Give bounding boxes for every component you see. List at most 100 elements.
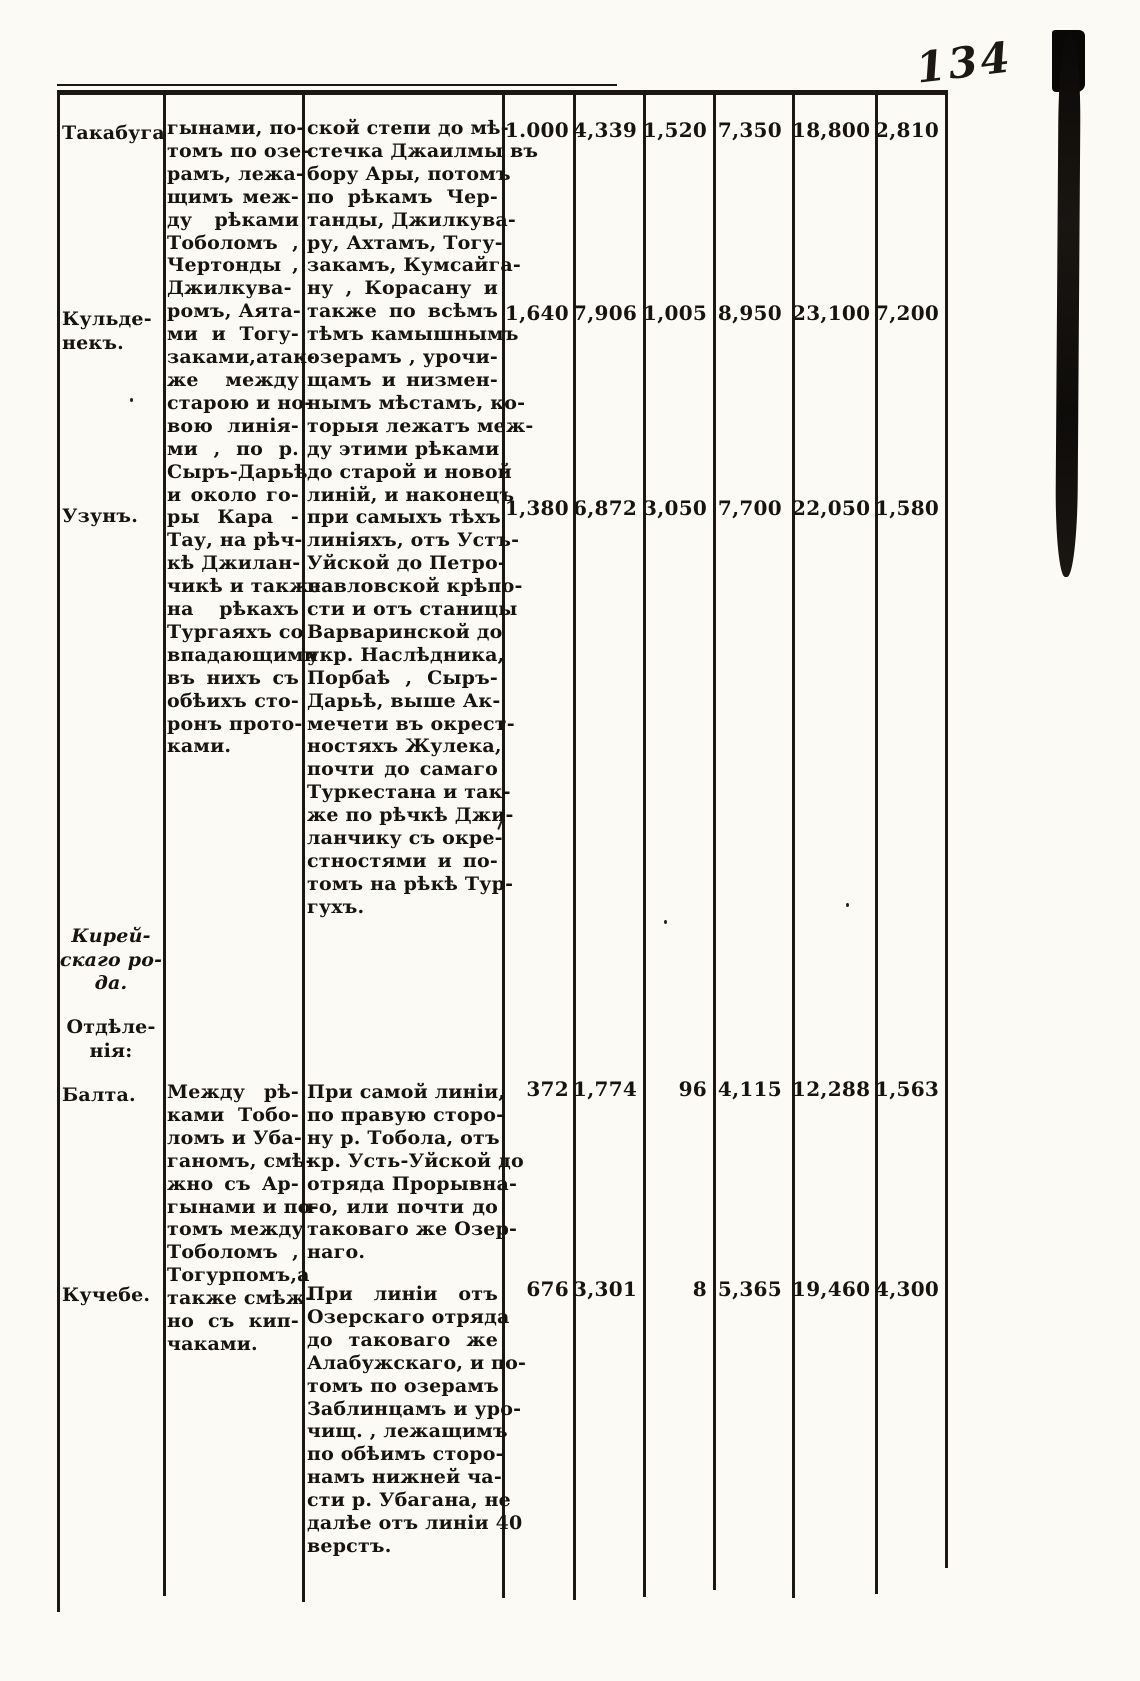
- row-label-balta: Балта.: [62, 1084, 136, 1106]
- table-right-border: [945, 90, 948, 1568]
- column-pastures-text-kuchebe: При линіи отъ Озерскаго отряда до таковаго…: [307, 1283, 526, 1558]
- text-line: вою линія-: [167, 414, 299, 437]
- text-line: ромъ, Аята-: [167, 300, 301, 323]
- value-cell: 1,774: [573, 1077, 638, 1101]
- section-label-otdelenia: Отдѣле- нія:: [66, 1016, 156, 1062]
- table-vertical-rule: [302, 90, 305, 1602]
- text-line: томъ между: [167, 1218, 304, 1241]
- text-line: чаками.: [167, 1332, 258, 1355]
- text-line: укр. Наслѣдника,: [307, 643, 505, 666]
- value-cell: 96: [678, 1077, 707, 1101]
- text-line: наго.: [307, 1241, 366, 1264]
- text-line: Чертонды ,: [167, 254, 299, 277]
- table-row-uzun-values: 1,380 6,872 3,050 7,700 22,050 1,580: [502, 496, 945, 520]
- value-cell: 12,288: [792, 1077, 871, 1101]
- text-line: ры Кара -: [167, 506, 299, 529]
- table-vertical-rule: [875, 90, 878, 1594]
- text-line: мечети въ окрест-: [307, 712, 515, 735]
- text-line: же по рѣчкѣ Джи-: [307, 804, 514, 827]
- value-cell: 1.000: [504, 118, 569, 142]
- value-cell: 1,520: [643, 118, 708, 142]
- text-line: на рѣкахъ: [167, 598, 299, 621]
- value-cell: 2,810: [875, 118, 940, 142]
- table-row-balta-values: 372 1,774 96 4,115 12,288 1,563: [502, 1077, 945, 1101]
- value-cell: 676: [526, 1277, 569, 1301]
- value-cell: 7,700: [717, 496, 782, 520]
- text-line: При линіи отъ: [307, 1283, 498, 1305]
- table-vertical-rule: [573, 90, 576, 1600]
- table-vertical-rule: [163, 90, 166, 1596]
- text-line: томъ по озе-: [167, 139, 310, 162]
- text-line: до таковаго же: [307, 1328, 498, 1351]
- value-cell: 22,050: [792, 496, 871, 520]
- text-line: старою и но-: [167, 391, 313, 414]
- text-line: ну р. Тобола, отъ: [307, 1126, 500, 1149]
- table-vertical-rule: [502, 90, 505, 1598]
- text-line: намъ нижней ча-: [307, 1466, 502, 1489]
- text-line: торыя лежатъ меж-: [307, 414, 534, 437]
- text-line: сти и отъ станицы: [307, 598, 518, 621]
- text-line: рамъ, лежа-: [167, 162, 304, 185]
- text-line: щамъ и низмен-: [307, 368, 498, 391]
- value-cell: 3,050: [643, 496, 708, 520]
- text-line: ской степи до мѣ-: [307, 117, 509, 139]
- ink-speck: [846, 903, 849, 907]
- value-cell: 6,872: [573, 496, 638, 520]
- value-cell: 7,350: [717, 118, 782, 142]
- text-line: Тоболомъ ,: [167, 231, 299, 254]
- text-line: Заблинцамъ и уро-: [307, 1397, 522, 1420]
- binding-edge-strip: [1055, 33, 1081, 578]
- text-line: впадающими: [167, 643, 319, 666]
- text-line: гухъ.: [307, 895, 365, 918]
- text-line: щимъ меж-: [167, 185, 299, 208]
- text-line: и около го-: [167, 483, 299, 506]
- text-line: Тогурпомъ,а: [167, 1264, 310, 1287]
- text-line: ломъ и Уба-: [167, 1126, 302, 1149]
- section-label-kirei-clan: Кирей- скаго ро- да.: [59, 925, 163, 994]
- text-line: заками,атак-: [167, 346, 316, 369]
- ink-speck: [664, 920, 667, 924]
- value-cell: 7,906: [573, 301, 638, 325]
- text-line: обѣихъ сто-: [167, 689, 299, 712]
- text-line: ланчику съ окре-: [307, 827, 503, 850]
- text-line: далѣе отъ линіи 40: [307, 1512, 523, 1535]
- text-line: также по всѣмъ: [307, 300, 498, 323]
- text-line: по правую сторо-: [307, 1103, 505, 1126]
- text-line: Тоболомъ ,: [167, 1241, 299, 1264]
- text-line: ми и Тогу-: [167, 323, 299, 346]
- text-line: го, или почти до: [307, 1195, 498, 1218]
- text-line: Тау, на рѣч-: [167, 529, 303, 552]
- text-line: но съ кип-: [167, 1310, 299, 1333]
- text-line: жно съ Ар-: [167, 1172, 299, 1195]
- text-line: почти до самаго: [307, 758, 498, 781]
- value-cell: 372: [526, 1077, 569, 1101]
- text-line: таковаго же Озер-: [307, 1218, 518, 1241]
- text-line: гынами и по-: [167, 1195, 319, 1218]
- value-cell: 7,200: [875, 301, 940, 325]
- row-label-kuchebe: Кучебе.: [62, 1284, 151, 1306]
- text-line: до старой и новой: [307, 460, 512, 483]
- value-cell: 4,300: [875, 1277, 940, 1301]
- text-line: линіяхъ, отъ Устъ-: [307, 529, 520, 552]
- table-vertical-rule: [792, 90, 795, 1598]
- text-line: бору Ары, потомъ: [307, 162, 511, 185]
- table-row-kuchebe-values: 676 3,301 8 5,365 19,460 4,300: [502, 1277, 945, 1301]
- value-cell: 4,115: [717, 1077, 782, 1101]
- text-line: ганомъ, смѣ-: [167, 1149, 314, 1172]
- table-row-takabuga-values: 1.000 4,339 1,520 7,350 18,800 2,810: [502, 118, 945, 142]
- text-line: ду этими рѣками: [307, 437, 500, 460]
- text-line: Уйской до Петро-: [307, 552, 506, 575]
- text-line: въ нихъ съ: [167, 666, 299, 689]
- text-line: ностяхъ Жулека,: [307, 735, 502, 758]
- value-cell: 8,950: [717, 301, 782, 325]
- text-line: чищ. , лежащимъ: [307, 1420, 508, 1443]
- text-line: закамъ, Кумсайга-: [307, 254, 521, 277]
- text-line: Порбаѣ , Сыръ-: [307, 666, 498, 689]
- value-cell: 1,580: [875, 496, 940, 520]
- text-line: ронъ прото-: [167, 712, 303, 735]
- value-cell: 5,365: [717, 1277, 782, 1301]
- value-cell: 1,640: [504, 301, 569, 325]
- text-line: гынами, по-: [167, 117, 305, 139]
- handwritten-page-number: 134: [913, 32, 1016, 93]
- table-vertical-rule: [643, 90, 646, 1597]
